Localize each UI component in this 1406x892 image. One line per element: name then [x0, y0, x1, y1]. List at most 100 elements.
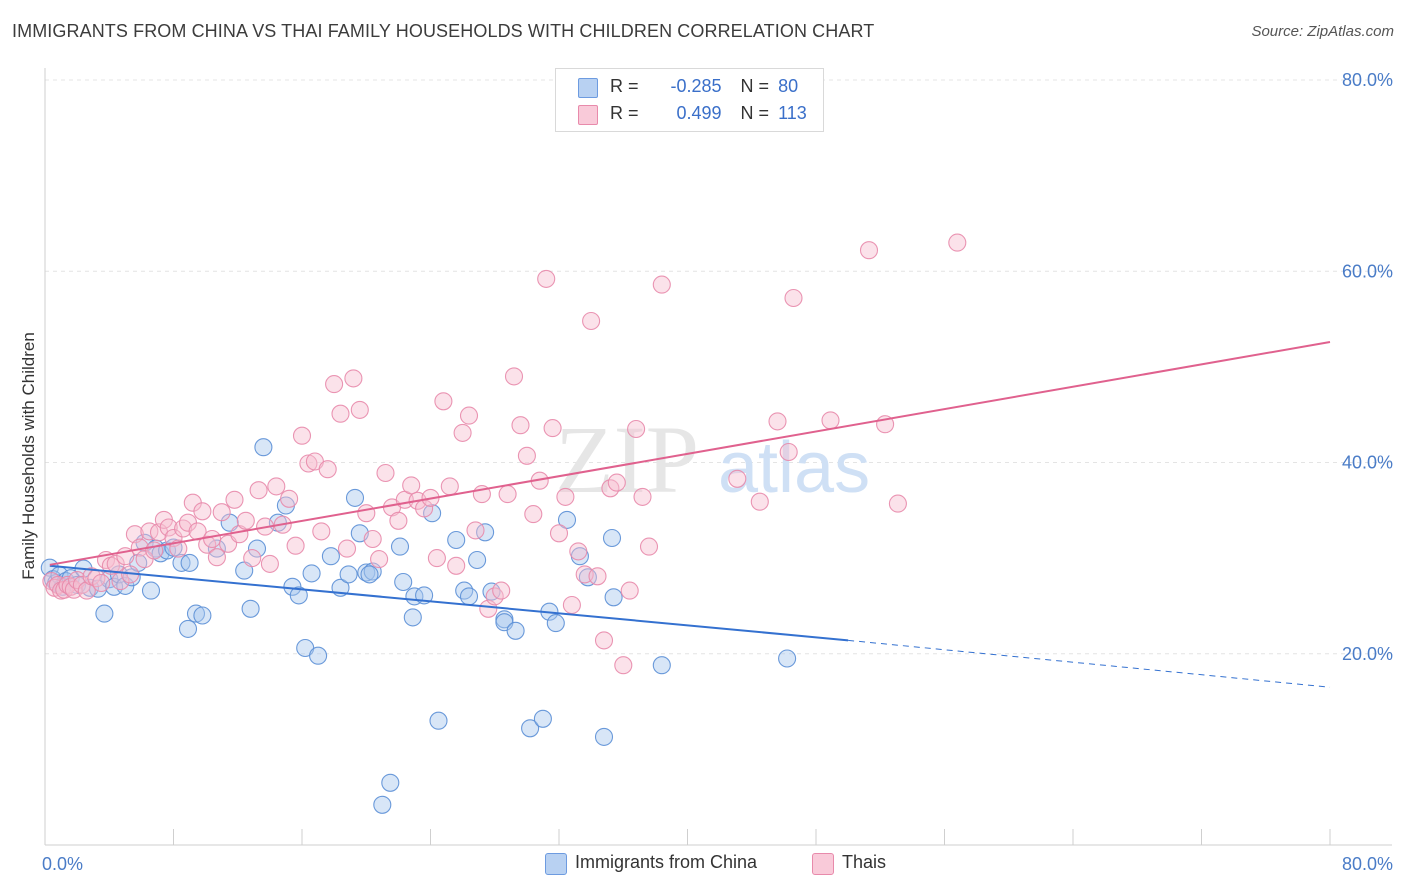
china-point-44	[339, 565, 358, 584]
watermark-zip: ZIP	[555, 406, 699, 513]
thai-point-34	[193, 502, 212, 521]
china-point-40	[302, 564, 321, 583]
bottom-label-thai: Thais	[842, 852, 887, 872]
china-point-11	[95, 604, 114, 623]
thai-point-104	[633, 487, 652, 506]
china-point-75	[594, 727, 614, 746]
china-point-47	[357, 563, 376, 582]
thai-point-23	[140, 522, 159, 541]
thai-point-38	[212, 503, 231, 522]
china-point-45	[345, 488, 365, 507]
thai-point-90	[543, 419, 562, 438]
legend-text-thai: R = 0.499 N = 113	[610, 103, 807, 124]
thai-point-116	[821, 411, 840, 430]
china-point-27	[178, 619, 198, 638]
thai-point-30	[174, 519, 193, 538]
thai-point-87	[524, 505, 543, 524]
thai-point-68	[402, 476, 421, 495]
china-point-64	[482, 582, 501, 601]
thai-point-100	[607, 473, 626, 492]
y-axis-label: Family Households with Children	[19, 332, 38, 580]
thai-point-24	[145, 541, 164, 560]
china-point-26	[186, 604, 206, 623]
china-point-58	[429, 711, 448, 730]
china-point-19	[141, 581, 161, 600]
thai-point-62	[363, 529, 382, 549]
thai-point-98	[594, 631, 614, 650]
thai-point-112	[859, 241, 879, 260]
china-point-50	[373, 795, 392, 814]
thai-point-73	[434, 392, 453, 411]
thai-point-57	[331, 404, 350, 423]
legend-r-value: 0.499	[676, 103, 722, 123]
y-tick-label-2: 60.0%	[1342, 261, 1393, 281]
thai-point-72	[427, 549, 446, 568]
legend-n-label: N =	[740, 103, 770, 123]
china-point-61	[459, 587, 479, 606]
legend-r-value: -0.285	[670, 76, 722, 96]
thai-point-43	[243, 549, 262, 568]
thai-point-84	[504, 367, 524, 386]
thai-point-27	[159, 518, 178, 537]
y-tick-label-1: 40.0%	[1342, 453, 1393, 473]
china-point-28	[193, 606, 212, 625]
china-point-68	[521, 719, 540, 738]
watermark: ZIP atlas	[555, 406, 870, 513]
thai-point-114	[888, 494, 907, 513]
watermark-atlas: atlas	[718, 428, 870, 508]
series-thai-points	[42, 233, 967, 675]
china-point-72	[557, 510, 577, 529]
thai-point-61	[357, 504, 376, 523]
axes	[44, 68, 1392, 846]
x-tick-label-1: 80.0%	[1342, 854, 1393, 874]
thai-point-77	[459, 406, 479, 425]
china-point-76	[602, 528, 622, 548]
china-point-79	[778, 649, 797, 668]
thai-point-74	[440, 477, 459, 496]
thai-point-56	[325, 375, 344, 394]
china-point-34	[254, 438, 273, 457]
china-point-62	[468, 550, 487, 570]
china-point-52	[390, 537, 410, 556]
china-point-54	[403, 608, 422, 627]
china-point-41	[309, 646, 328, 665]
chart-title: IMMIGRANTS FROM CHINA VS THAI FAMILY HOU…	[12, 21, 875, 41]
grid-lines	[45, 79, 1392, 655]
thai-point-40	[225, 490, 244, 509]
thai-point-83	[498, 485, 517, 504]
thai-point-54	[312, 522, 331, 541]
thai-point-59	[344, 369, 363, 388]
legend-r-label: R =	[610, 103, 639, 123]
trend-lines	[49, 341, 1331, 688]
thai-point-96	[582, 311, 601, 331]
thai-point-10	[77, 581, 96, 600]
china-point-77	[604, 588, 623, 607]
thai-point-111	[784, 288, 803, 308]
tick-labels: 20.0% 40.0% 60.0% 80.0% 0.0% 80.0%	[42, 70, 1393, 874]
china-point-74	[578, 568, 597, 587]
bottom-swatch-thai	[812, 853, 834, 875]
china-point-53	[394, 572, 413, 592]
thai-point-55	[318, 460, 337, 479]
thai-point-82	[492, 581, 511, 600]
y-tick-label-0: 20.0%	[1342, 644, 1393, 664]
thai-point-85	[511, 416, 530, 435]
thai-point-109	[768, 412, 787, 431]
legend-n-label: N =	[740, 76, 770, 96]
thai-point-60	[350, 400, 369, 419]
thai-point-105	[639, 537, 659, 556]
thai-point-110	[779, 442, 798, 462]
china-point-59	[447, 530, 466, 550]
thai-point-50	[286, 536, 305, 555]
thai-point-46	[260, 554, 279, 573]
thai-point-102	[620, 581, 639, 600]
china-point-38	[289, 586, 308, 605]
thai-point-42	[236, 511, 255, 530]
stats-legend: R = -0.285 N = 80 R = 0.499 N = 113	[555, 68, 824, 132]
thai-point-44	[249, 481, 268, 500]
china-point-69	[533, 709, 552, 728]
thai-point-64	[376, 463, 395, 483]
legend-n-value: 113	[778, 103, 807, 123]
thai-point-89	[537, 269, 556, 288]
thai-point-49	[280, 489, 299, 508]
